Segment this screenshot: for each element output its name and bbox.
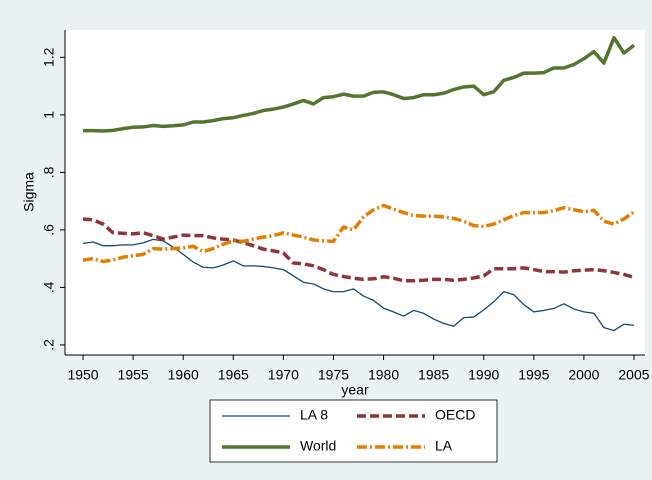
- series-line: [82, 203, 636, 264]
- x-tick-label: 1985: [418, 367, 449, 383]
- x-tick-label: 2005: [618, 367, 649, 383]
- y-tick-label: 1.2: [41, 47, 57, 67]
- legend-label: World: [300, 438, 336, 454]
- x-tick-label: 1995: [518, 367, 549, 383]
- y-tick-label: .6: [41, 224, 57, 236]
- x-tick-label: 1980: [368, 367, 399, 383]
- y-tick-label: .4: [41, 281, 57, 293]
- legend-label: LA 8: [300, 407, 328, 423]
- y-tick-label: .8: [41, 166, 57, 178]
- y-tick-label: 1: [41, 111, 57, 119]
- legend-box: [209, 399, 498, 463]
- y-axis-title: Sigma: [21, 172, 37, 212]
- legend-label: OECD: [435, 407, 475, 423]
- x-tick-label: 1990: [468, 367, 499, 383]
- plot-area: [65, 30, 645, 355]
- x-tick-label: 1955: [118, 367, 149, 383]
- x-tick-label: 2000: [568, 367, 599, 383]
- x-axis-title: year: [341, 382, 369, 398]
- x-tick-label: 1950: [67, 367, 98, 383]
- x-tick-label: 1970: [268, 367, 299, 383]
- x-tick-label: 1965: [218, 367, 249, 383]
- series-line: [83, 36, 636, 133]
- x-tick-label: 1960: [168, 367, 199, 383]
- x-tick-label: 1975: [318, 367, 349, 383]
- series-line: [82, 217, 635, 283]
- y-tick-label: .2: [41, 339, 57, 351]
- legend-label: LA: [435, 438, 453, 454]
